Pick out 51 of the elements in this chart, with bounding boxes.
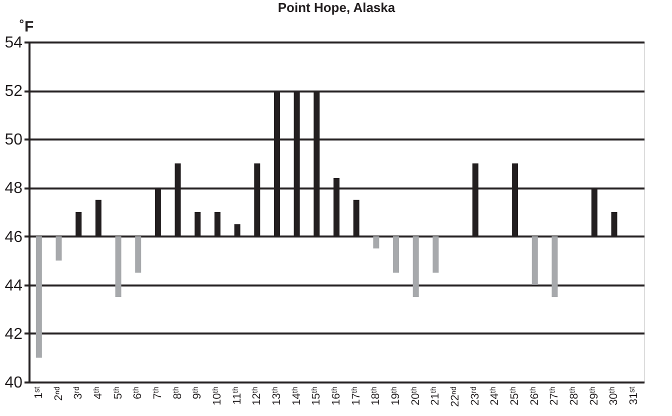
chart-title: Point Hope, Alaska xyxy=(278,0,396,15)
x-tick-label: 17ᵗʰ xyxy=(350,386,362,406)
x-tick-label: 6ᵗʰ xyxy=(132,386,144,400)
y-tick-label: 42 xyxy=(4,326,23,343)
x-tick-label: 25ᵗʰ xyxy=(509,386,522,406)
x-tick-label: 20ᵗʰ xyxy=(410,386,422,406)
y-tick-label: 46 xyxy=(4,228,23,246)
bar xyxy=(393,236,400,273)
x-tick-label: 29ᵗʰ xyxy=(588,386,600,406)
x-tick-label: 19ᵗʰ xyxy=(390,386,402,406)
bar xyxy=(432,236,439,273)
x-tick-label: 5ᵗʰ xyxy=(112,386,124,400)
x-tick-label: 31ˢᵗ xyxy=(628,386,640,405)
x-tick-label: 1ˢᵗ xyxy=(32,386,45,399)
x-tick-label: 18ᵗʰ xyxy=(370,386,382,406)
x-tick-label: 8ᵗʰ xyxy=(172,386,184,400)
x-tick-label: 24ᵗʰ xyxy=(489,386,502,406)
bar xyxy=(36,236,42,358)
y-tick-label: 44 xyxy=(4,277,23,294)
x-tick-label: 12ᵗʰ xyxy=(251,386,264,406)
x-tick-label: 27ᵗʰ xyxy=(548,386,561,406)
x-tick-label: 16ᵗʰ xyxy=(330,386,342,406)
x-tick-label: 7ᵗʰ xyxy=(152,386,164,400)
x-tick-label: 30ᵗʰ xyxy=(608,386,620,406)
y-tick-label: 50 xyxy=(4,132,23,149)
bar xyxy=(135,236,142,273)
x-tick-label: 28ᵗʰ xyxy=(568,386,581,406)
y-tick-label: 54 xyxy=(4,34,23,52)
x-tick-label: 2ⁿᵈ xyxy=(52,386,65,401)
x-tick-label: 9ᵗʰ xyxy=(192,386,204,400)
x-tick-label: 21ᵗʰ xyxy=(430,386,442,406)
y-tick-label: 40 xyxy=(4,374,23,392)
bar xyxy=(552,236,558,297)
x-tick-label: 13ᵗʰ xyxy=(270,386,283,406)
x-tick-label: 15ᵗʰ xyxy=(310,386,323,406)
bar xyxy=(56,236,62,261)
x-tick-label: 23ʳᵈ xyxy=(469,386,482,406)
bar xyxy=(115,236,122,297)
x-tick-label: 22ⁿᵈ xyxy=(450,386,462,407)
x-tick-label: 14ᵗʰ xyxy=(290,386,303,406)
x-tick-label: 3ʳᵈ xyxy=(72,386,85,400)
x-tick-label: 26ᵗʰ xyxy=(528,386,541,406)
x-tick-label: 4ᵗʰ xyxy=(92,386,104,400)
x-tick-label: 11ᵗʰ xyxy=(231,386,244,405)
x-tick-label: 10ᵗʰ xyxy=(211,386,224,406)
y-axis-title: ˚F xyxy=(20,18,34,36)
y-tick-label: 52 xyxy=(4,83,23,100)
y-tick-label: 48 xyxy=(4,180,23,198)
bar xyxy=(532,236,538,285)
bar xyxy=(373,236,380,248)
bar xyxy=(412,236,419,297)
